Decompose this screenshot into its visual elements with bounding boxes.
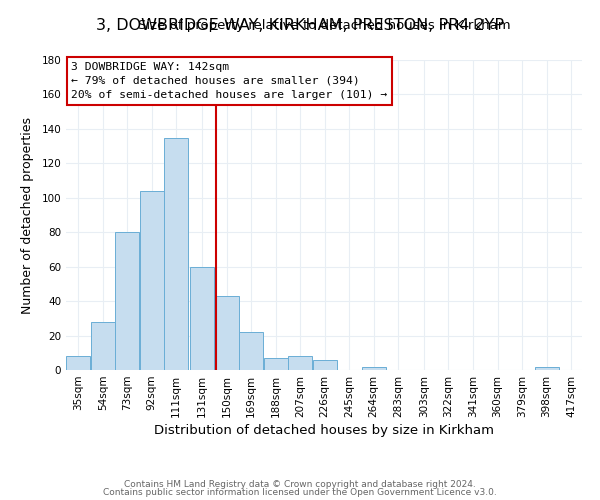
Bar	[288, 356, 312, 370]
Bar	[263, 358, 287, 370]
X-axis label: Distribution of detached houses by size in Kirkham: Distribution of detached houses by size …	[154, 424, 494, 437]
Bar	[91, 322, 115, 370]
Text: Contains HM Land Registry data © Crown copyright and database right 2024.: Contains HM Land Registry data © Crown c…	[124, 480, 476, 489]
Bar	[190, 266, 214, 370]
Title: Size of property relative to detached houses in Kirkham: Size of property relative to detached ho…	[137, 20, 511, 32]
Text: 3 DOWBRIDGE WAY: 142sqm
← 79% of detached houses are smaller (394)
20% of semi-d: 3 DOWBRIDGE WAY: 142sqm ← 79% of detache…	[71, 62, 388, 100]
Y-axis label: Number of detached properties: Number of detached properties	[22, 116, 34, 314]
Bar	[535, 366, 559, 370]
Bar	[115, 232, 139, 370]
Bar	[215, 296, 239, 370]
Bar	[239, 332, 263, 370]
Text: Contains public sector information licensed under the Open Government Licence v3: Contains public sector information licen…	[103, 488, 497, 497]
Bar	[140, 191, 164, 370]
Bar	[362, 366, 386, 370]
Bar	[66, 356, 90, 370]
Bar	[313, 360, 337, 370]
Bar	[164, 138, 188, 370]
Text: 3, DOWBRIDGE WAY, KIRKHAM, PRESTON, PR4 2YP: 3, DOWBRIDGE WAY, KIRKHAM, PRESTON, PR4 …	[96, 18, 504, 32]
